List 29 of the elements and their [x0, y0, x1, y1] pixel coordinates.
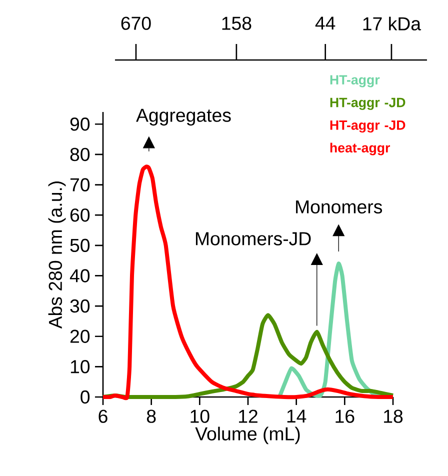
text: HT-aggr -JD heat-aggr: [330, 120, 406, 156]
y-tick-label: 10: [70, 360, 90, 374]
annotation: Monomers-JD: [196, 232, 311, 246]
x-tick-label: 10: [190, 410, 210, 423]
y-tick-label: 90: [70, 118, 90, 131]
x-tick-label: 14: [287, 410, 306, 423]
x2-tick-label: 670: [121, 16, 151, 30]
x-tick-label: 6: [98, 410, 108, 423]
x2-tick-label: 44: [315, 16, 336, 30]
y-tick-label: 20: [70, 330, 90, 343]
annotation: Aggregates: [136, 108, 231, 126]
y-tick-label: 40: [70, 269, 90, 282]
annotation: Monomers: [296, 200, 382, 214]
x-tick-label: 18: [384, 410, 403, 423]
y-tick-label: 70: [70, 178, 90, 192]
x-tick-label: 8: [146, 410, 156, 423]
x-tick-label: 16: [336, 410, 354, 423]
y-tick-label: 80: [70, 148, 90, 162]
text: HT-aggr -JD: [330, 98, 406, 110]
x2-tick-label: 17 kDa: [363, 16, 422, 30]
x2-tick-label: 158: [222, 16, 252, 30]
y-tick-label: 50: [70, 238, 90, 252]
y-tick-label: 0: [80, 390, 90, 404]
y-tick-label: 60: [70, 208, 90, 222]
text: HT-aggr: [330, 75, 380, 88]
x-axis-title: Volume (mL): [195, 426, 300, 444]
y-axis-title: Abs 280 nm (a.u.): [48, 182, 66, 329]
y-tick-label: 30: [70, 299, 90, 313]
x-tick-label: 12: [239, 410, 258, 423]
